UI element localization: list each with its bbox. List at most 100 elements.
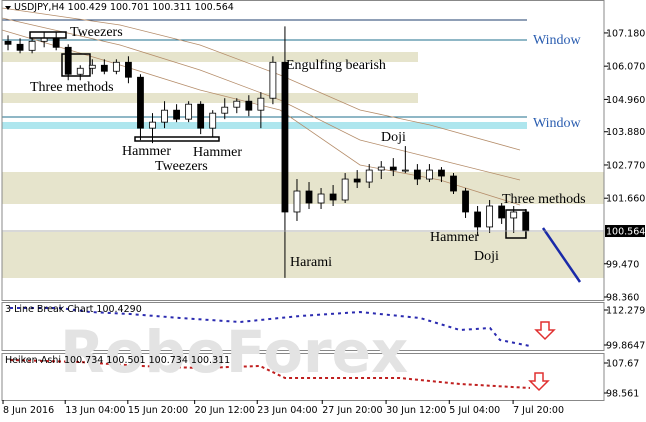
annotation: Engulfing bearish <box>286 58 386 73</box>
candle-body <box>365 169 373 183</box>
candle-body <box>474 211 481 228</box>
panel-title: 3 Line Break Chart 100.4290 <box>5 304 142 315</box>
candle-body <box>498 205 506 219</box>
candle-body <box>76 67 84 75</box>
candle-body <box>185 103 193 120</box>
candle-body <box>486 205 494 228</box>
y-tick-label: 106.070 <box>606 62 645 73</box>
candle-body <box>293 190 301 213</box>
candle <box>329 185 337 206</box>
candle-body <box>52 37 60 48</box>
candle-body <box>4 40 12 45</box>
candle-body <box>64 46 72 75</box>
candle-body <box>329 193 337 201</box>
levels <box>2 19 527 129</box>
y-tick-label: 112.2793 <box>606 306 646 317</box>
candle-body <box>161 109 168 123</box>
zones <box>2 52 604 278</box>
candle-body <box>450 175 457 192</box>
x-tick-label: 8 Jun 2016 <box>3 405 54 416</box>
candle <box>112 59 120 75</box>
x-tick-label: 13 Jun 04:00 <box>65 405 125 416</box>
y-tick-label: 99.8647 <box>606 340 645 351</box>
candle-body <box>221 106 229 114</box>
candle-body <box>16 43 24 51</box>
annotation: Tweezers <box>70 25 123 40</box>
candle <box>88 59 96 75</box>
candle <box>125 56 132 84</box>
candle-body <box>233 100 241 108</box>
y-tick-label: 99.470 <box>606 259 639 270</box>
annotation: Hammer <box>193 145 242 160</box>
x-tick-label: 27 Jun 20:00 <box>322 405 382 416</box>
annotation: Hammer <box>122 144 171 159</box>
candle-body <box>209 112 217 129</box>
panel-title: USDJPY,H4 100.429 100.701 100.311 100.56… <box>14 2 234 13</box>
annotation: Harami <box>290 255 332 270</box>
candle <box>16 38 24 54</box>
y-tick-label: 101.660 <box>606 194 645 205</box>
candle-body <box>269 61 277 99</box>
candle <box>281 26 289 278</box>
y-tick-label: 102.770 <box>606 160 645 171</box>
annotation: Three methods <box>30 80 114 95</box>
candle <box>293 179 301 221</box>
candle <box>353 170 361 189</box>
candle <box>100 59 108 75</box>
candle-body <box>137 76 144 129</box>
y-tick-label: 107.67 <box>606 359 639 370</box>
menu-triangle <box>5 6 11 10</box>
candle-body <box>28 40 36 51</box>
candle <box>173 104 180 123</box>
candle <box>161 101 168 129</box>
candle-body <box>353 178 361 183</box>
annotation: Tweezers <box>155 159 208 174</box>
candle-body <box>257 97 265 111</box>
candle <box>341 173 349 203</box>
panel-title: Heiken-Ashi 100.734 100.501 100.734 100.… <box>5 355 230 366</box>
annotation: Window <box>533 116 582 131</box>
candle <box>185 101 193 123</box>
candle <box>317 188 325 209</box>
x-tick-label: 30 Jun 12:00 <box>386 405 446 416</box>
candle-body <box>377 166 385 171</box>
y-tick-label: 104.960 <box>606 95 645 106</box>
x-tick-label: 20 Jun 12:00 <box>195 405 255 416</box>
x-tick-label: 7 Jul 20:00 <box>513 405 564 416</box>
candle-body <box>149 121 156 129</box>
current-price-tag <box>605 225 645 238</box>
candle <box>257 92 265 129</box>
sub-marks <box>9 307 531 389</box>
candle <box>209 110 217 138</box>
candle <box>438 167 445 183</box>
trend-arrow <box>541 227 582 283</box>
annotation: Window <box>533 33 582 48</box>
candle <box>52 32 60 51</box>
candle <box>197 101 205 135</box>
candle-body <box>305 190 313 204</box>
x-tick-label: 15 Jun 20:00 <box>128 405 188 416</box>
candle <box>510 205 518 233</box>
y-tick-label: 98.360 <box>606 293 639 304</box>
candle <box>377 161 385 180</box>
candle-body <box>341 178 349 201</box>
candle-body <box>510 211 518 219</box>
candle <box>389 158 397 177</box>
candle <box>245 95 253 117</box>
candle <box>486 200 494 233</box>
candle <box>401 146 409 174</box>
x-tick-label: 23 Jun 04:00 <box>257 405 317 416</box>
y-tick-label: 103.880 <box>606 127 645 138</box>
candle <box>4 35 12 51</box>
candle-body <box>100 64 108 72</box>
candle <box>149 113 156 144</box>
candle <box>498 202 506 224</box>
candle <box>221 98 229 120</box>
down-arrows <box>528 321 556 392</box>
candle-body <box>281 61 289 213</box>
candle-body <box>245 100 253 111</box>
candle-body <box>522 211 530 232</box>
candle <box>233 98 241 114</box>
candle <box>305 182 313 209</box>
